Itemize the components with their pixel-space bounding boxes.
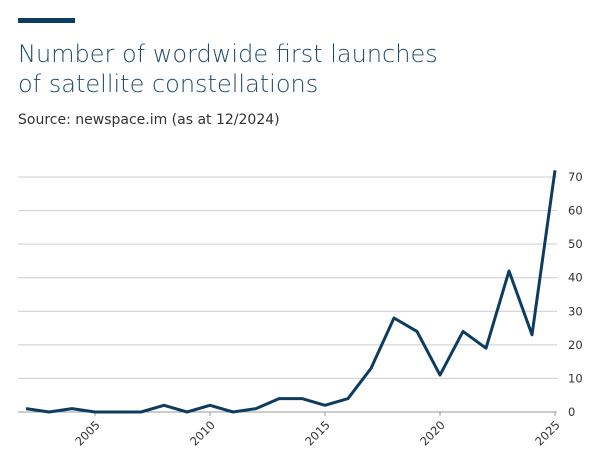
chart-title: of satellite constellations bbox=[18, 70, 318, 98]
y-tick-label: 40 bbox=[568, 271, 583, 285]
y-tick-label: 0 bbox=[568, 405, 575, 419]
y-tick-label: 10 bbox=[568, 371, 583, 385]
data-line bbox=[25, 170, 557, 414]
y-tick-label: 60 bbox=[568, 204, 583, 218]
x-tick-label: 2015 bbox=[302, 418, 333, 449]
chart-title: Number of wordwide first launches bbox=[18, 40, 438, 68]
accent-bar bbox=[18, 18, 75, 23]
y-tick-label: 50 bbox=[568, 237, 583, 251]
chart-subtitle: Source: newspace.im (as at 12/2024) bbox=[18, 112, 280, 128]
x-tick-label: 2020 bbox=[417, 418, 448, 449]
y-tick-label: 30 bbox=[568, 304, 583, 318]
y-tick-label: 20 bbox=[568, 338, 583, 352]
x-tick-label: 2010 bbox=[187, 418, 218, 449]
x-tick-label: 2025 bbox=[532, 418, 563, 449]
y-tick-label: 70 bbox=[568, 170, 583, 184]
x-tick-label: 2005 bbox=[72, 418, 103, 449]
